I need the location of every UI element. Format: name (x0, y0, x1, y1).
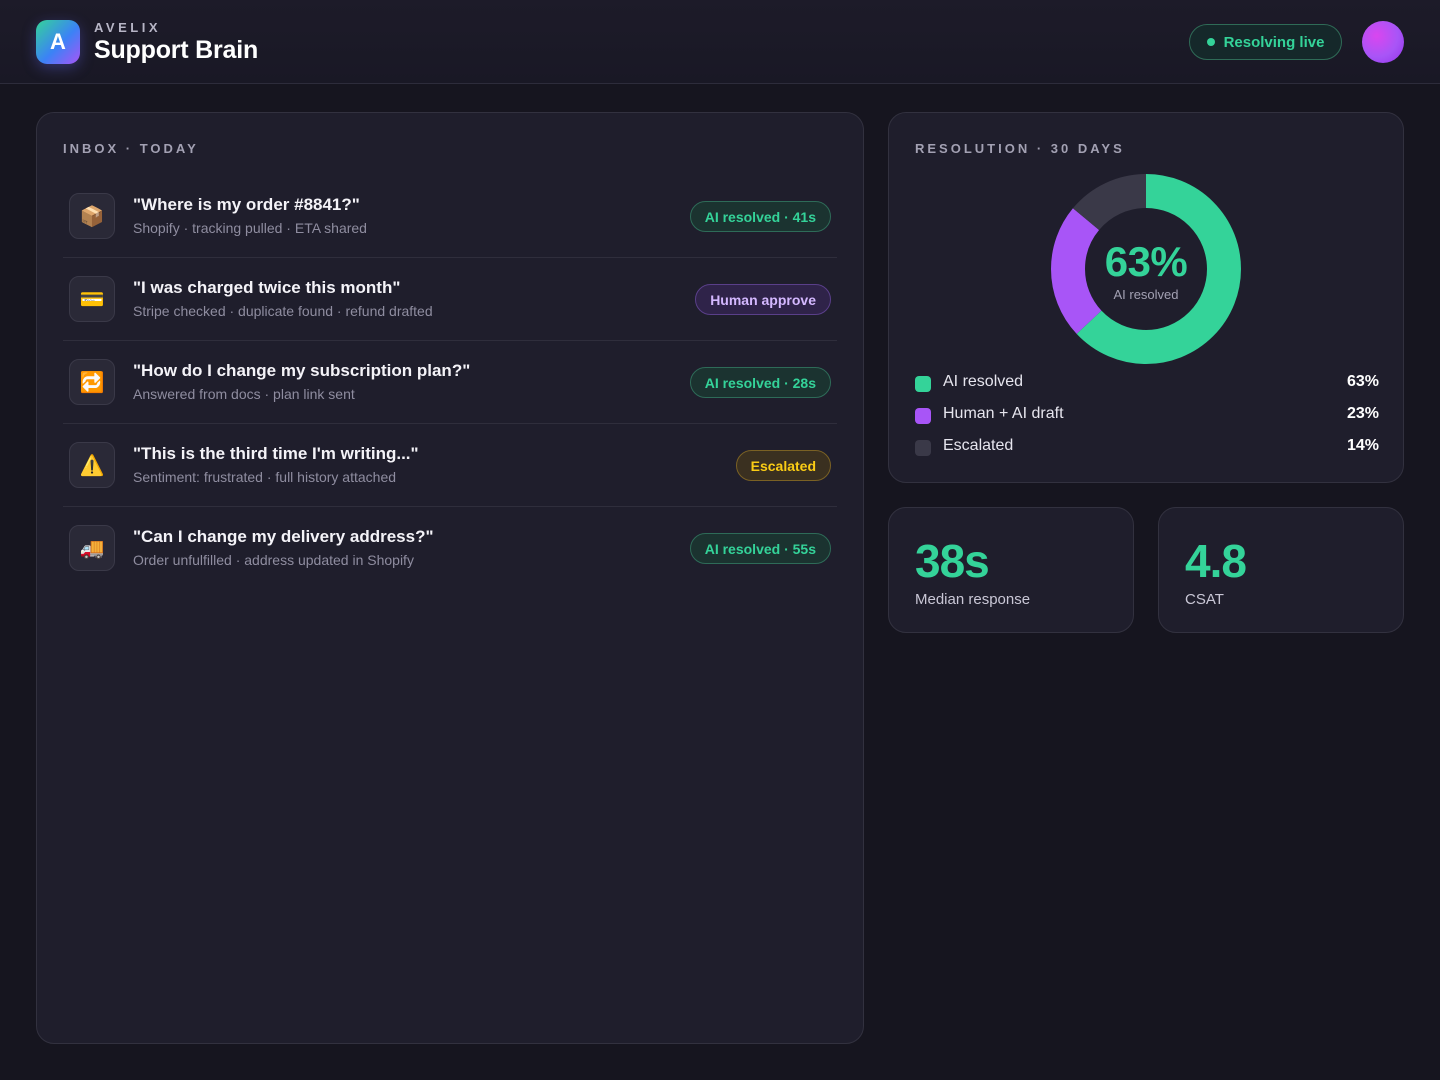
donut-slice-escalated (1051, 174, 1241, 364)
legend-label: AI resolved (943, 373, 1024, 390)
stat-value: 4.8 (1185, 535, 1247, 587)
median-response-card: 38s Median response (888, 507, 1134, 633)
inbox-label: INBOX · TODAY (63, 141, 199, 156)
donut-center-caption: AI resolved (1113, 287, 1179, 302)
legend-swatch-human-ai-draft (915, 408, 931, 424)
resolution-label: RESOLUTION · 30 DAYS (915, 141, 1125, 156)
status-badge[interactable]: AI resolved · 28s (689, 367, 831, 398)
inbox-panel: INBOX · TODAY 📦 "Where is my order #8841… (36, 112, 864, 1044)
stat-caption: CSAT (1185, 591, 1224, 608)
stat-value: 38s (915, 535, 990, 587)
resolution-panel: RESOLUTION · 30 DAYS 63% AI resolved AI … (888, 112, 1404, 483)
legend-item: Escalated 14% (915, 435, 1379, 467)
status-badge[interactable]: Escalated (735, 450, 831, 481)
inbox-row[interactable]: 🔁 "How do I change my subscription plan?… (63, 341, 837, 424)
inbox-row[interactable]: 🚚 "Can I change my delivery address?" Or… (63, 507, 837, 590)
warning-icon: ⚠️ (69, 442, 115, 488)
credit-card-icon: 💳 (69, 276, 115, 322)
repeat-icon: 🔁 (69, 359, 115, 405)
legend-item: Human + AI draft 23% (915, 403, 1379, 435)
legend-value: 14% (1346, 437, 1379, 454)
inbox-row-subtitle: Stripe checked · duplicate found · refun… (133, 303, 433, 319)
legend-swatch-ai-resolved (915, 376, 931, 392)
app-logo[interactable]: A (36, 20, 80, 64)
inbox-row[interactable]: ⚠️ "This is the third time I'm writing..… (63, 424, 837, 507)
status-badge[interactable]: AI resolved · 55s (689, 533, 831, 564)
top-bar: A AVELIX Support Brain Resolving live (0, 0, 1440, 84)
status-badge[interactable]: Human approve (695, 284, 831, 315)
inbox-row-subtitle: Order unfulfilled · address updated in S… (133, 552, 414, 568)
inbox-row-subtitle: Answered from docs · plan link sent (133, 386, 355, 402)
brand-name: AVELIX (94, 20, 161, 35)
inbox-row-subtitle: Shopify · tracking pulled · ETA shared (133, 220, 367, 236)
legend-label: Escalated (943, 437, 1014, 454)
donut-svg (1051, 174, 1241, 364)
inbox-row-title: "Where is my order #8841?" (133, 195, 360, 214)
inbox-row[interactable]: 📦 "Where is my order #8841?" Shopify · t… (63, 175, 837, 258)
inbox-row-title: "How do I change my subscription plan?" (133, 361, 471, 380)
legend-swatch-escalated (915, 440, 931, 456)
inbox-list: 📦 "Where is my order #8841?" Shopify · t… (63, 175, 837, 590)
app-title: Support Brain (94, 36, 259, 64)
inbox-row-subtitle: Sentiment: frustrated · full history att… (133, 469, 397, 485)
legend-label: Human + AI draft (943, 405, 1064, 422)
user-avatar[interactable] (1362, 21, 1404, 63)
package-icon: 📦 (69, 193, 115, 239)
inbox-row-title: "Can I change my delivery address?" (133, 527, 434, 546)
legend-value: 63% (1346, 373, 1379, 390)
resolution-donut-chart: 63% AI resolved (1051, 174, 1241, 364)
inbox-row-title: "This is the third time I'm writing..." (133, 444, 419, 463)
legend-item: AI resolved 63% (915, 371, 1379, 403)
status-badge[interactable]: AI resolved · 41s (689, 201, 831, 232)
live-dot-icon (1206, 38, 1215, 46)
live-status-label: Resolving live (1223, 33, 1325, 51)
inbox-row-title: "I was charged twice this month" (133, 278, 401, 297)
donut-slice-human-ai-draft (1051, 174, 1241, 364)
csat-card: 4.8 CSAT (1158, 507, 1404, 633)
donut-center-value: 63% (1104, 238, 1188, 285)
live-status-pill[interactable]: Resolving live (1189, 24, 1342, 60)
legend-value: 23% (1346, 405, 1379, 422)
inbox-row[interactable]: 💳 "I was charged twice this month" Strip… (63, 258, 837, 341)
stat-caption: Median response (915, 591, 1031, 608)
delivery-truck-icon: 🚚 (69, 525, 115, 571)
donut-legend: AI resolved 63% Human + AI draft 23% Esc… (915, 371, 1379, 467)
